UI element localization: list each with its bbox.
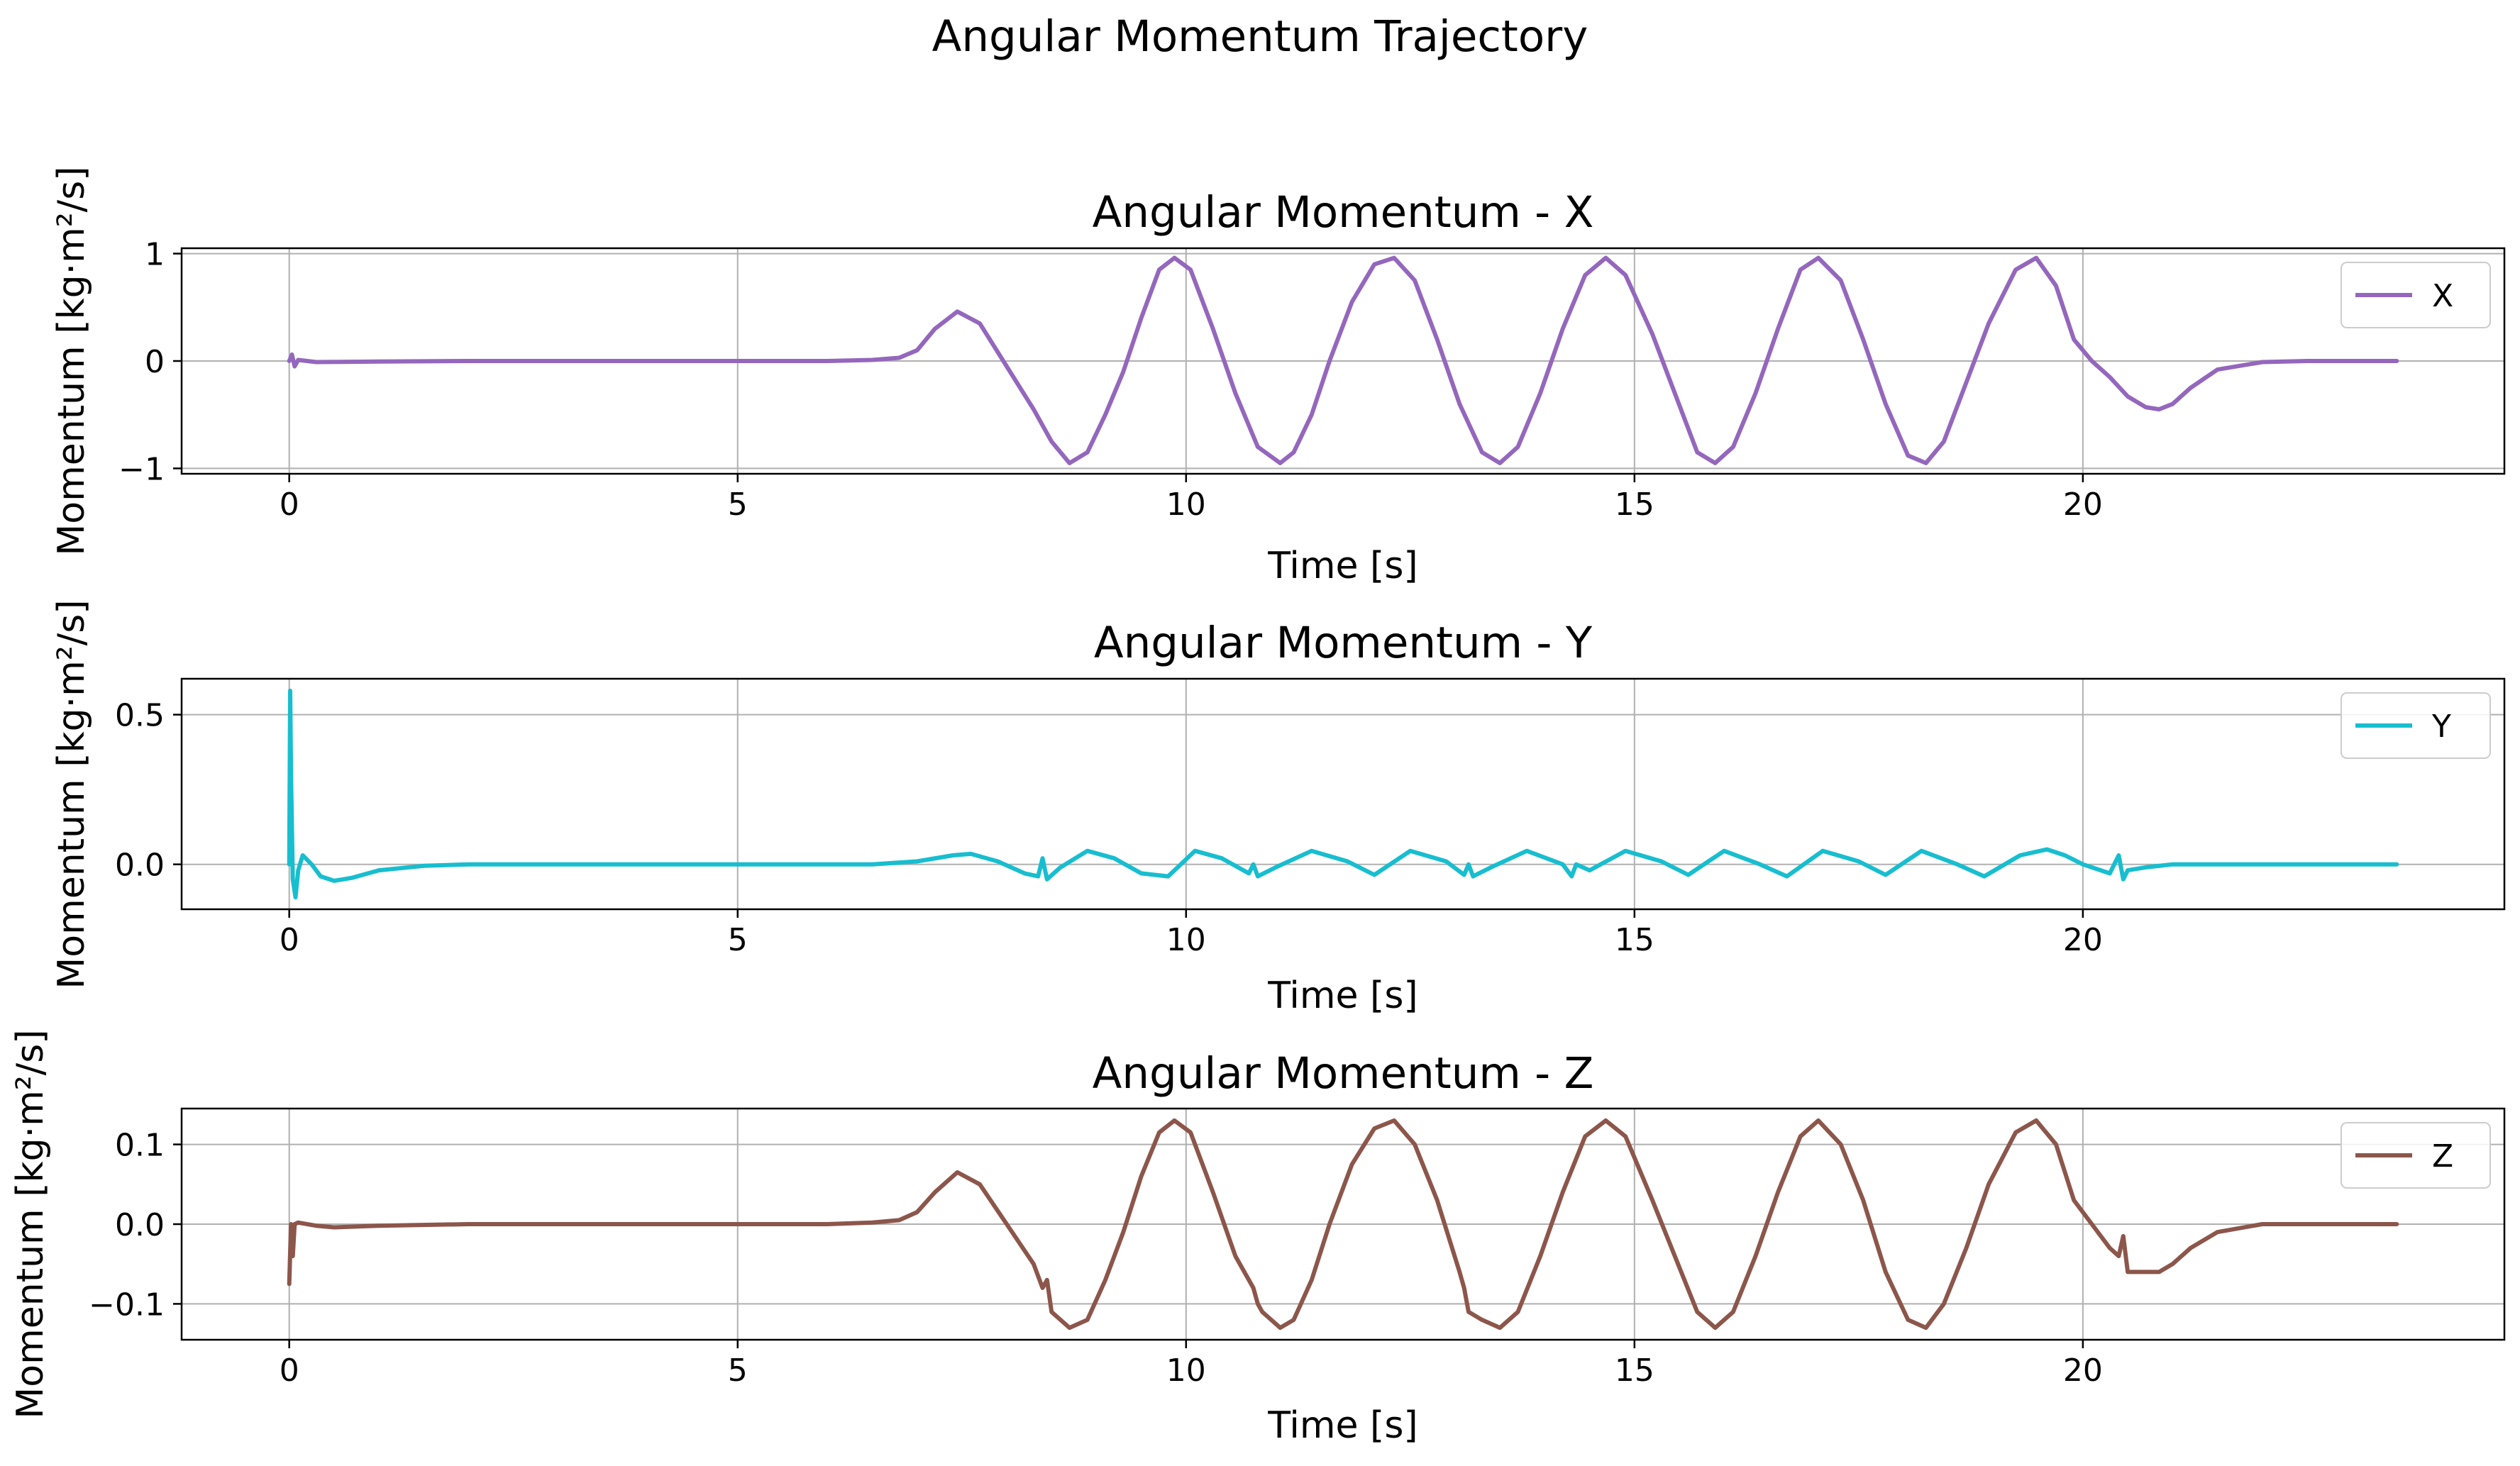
y-tick-label: −1 <box>118 451 165 487</box>
subplot-z: Angular Momentum - Z Time [s] Momentum [… <box>9 1029 2506 1447</box>
x-axis-label: Time [s] <box>1267 1404 1418 1447</box>
y-tick-label: 0.0 <box>115 848 165 884</box>
legend-box <box>2341 1122 2491 1189</box>
y-axis-label: Momentum [kg·m²/s] <box>9 1029 52 1418</box>
x-tick-label: 5 <box>728 922 748 958</box>
subplot-title: Angular Momentum - X <box>1093 187 1594 238</box>
x-tick-label: 15 <box>1615 1353 1654 1389</box>
series-line-x <box>287 255 2399 465</box>
axes-frame <box>180 677 2506 911</box>
y-tick-label: 0.5 <box>115 698 165 734</box>
subplot-x: Angular Momentum - X Time [s] Momentum [… <box>50 166 2506 587</box>
x-tick-label: 0 <box>280 487 299 523</box>
legend: Y <box>2341 692 2491 759</box>
legend-box <box>2341 262 2491 328</box>
x-axis-label: Time [s] <box>1267 545 1418 587</box>
figure-suptitle: Angular Momentum Trajectory <box>932 11 1588 62</box>
series-line-y <box>287 688 2399 900</box>
legend-box <box>2341 692 2491 759</box>
x-tick-label: 20 <box>2063 922 2103 958</box>
tick-layer: 0 5 10 15 20 −1 0 1 <box>118 237 2103 523</box>
x-tick-label: 5 <box>728 1353 748 1389</box>
x-tick-label: 20 <box>2063 487 2103 523</box>
subplot-title: Angular Momentum - Z <box>1093 1048 1594 1099</box>
x-tick-label: 0 <box>280 1353 299 1389</box>
legend-label: Z <box>2432 1138 2453 1175</box>
x-tick-label: 15 <box>1615 487 1654 523</box>
legend-label: X <box>2432 278 2453 314</box>
tick-layer: 0 5 10 15 20 −0.1 0.0 0.1 <box>89 1128 2103 1389</box>
series-layer <box>287 1118 2399 1331</box>
legend: Z <box>2341 1122 2491 1189</box>
y-tick-label: −0.1 <box>89 1287 165 1323</box>
series-layer <box>287 688 2399 900</box>
subplot-title: Angular Momentum - Y <box>1094 618 1593 668</box>
y-tick-label: 0.1 <box>115 1128 165 1164</box>
y-tick-label: 0 <box>145 344 165 380</box>
y-axis-label: Momentum [kg·m²/s] <box>50 599 93 989</box>
y-axis-label: Momentum [kg·m²/s] <box>50 166 93 555</box>
series-line-z <box>287 1118 2399 1331</box>
x-tick-label: 5 <box>728 487 748 523</box>
x-axis-label: Time [s] <box>1267 974 1418 1017</box>
legend-label: Y <box>2431 709 2451 745</box>
series-layer <box>287 255 2399 465</box>
subplot-y: Angular Momentum - Y Time [s] Momentum [… <box>50 599 2506 1017</box>
x-tick-label: 10 <box>1166 487 1206 523</box>
x-tick-label: 20 <box>2063 1353 2103 1389</box>
x-tick-label: 10 <box>1166 922 1206 958</box>
y-tick-label: 0.0 <box>115 1207 165 1243</box>
legend: X <box>2341 262 2491 328</box>
tick-layer: 0 5 10 15 20 0.0 0.5 <box>115 698 2103 958</box>
x-tick-label: 10 <box>1166 1353 1206 1389</box>
y-tick-label: 1 <box>145 237 165 273</box>
x-tick-label: 0 <box>280 922 299 958</box>
x-tick-label: 15 <box>1615 922 1654 958</box>
